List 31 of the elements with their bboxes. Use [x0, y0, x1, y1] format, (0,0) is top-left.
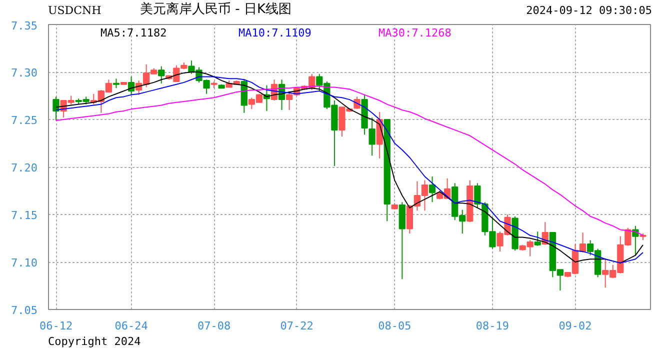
y-tick-label: 7.20 — [11, 162, 38, 174]
text: Copyright 2024 — [48, 334, 141, 350]
x-tick-label: 06-12 — [39, 320, 73, 332]
text: MA30:7.1268 — [378, 26, 452, 40]
y-tick-label: 7.25 — [11, 114, 38, 127]
x-tick-label: 06-24 — [114, 320, 148, 332]
candlestick — [632, 225, 639, 256]
candlestick — [368, 117, 376, 156]
y-tick-label: 7.30 — [11, 66, 38, 80]
candlestick — [428, 176, 436, 203]
candlestick — [112, 78, 120, 89]
text: MA10:7.1109 — [238, 26, 312, 40]
x-tick-label: 07-08 — [197, 320, 231, 332]
x-tick-label: 07-22 — [280, 320, 314, 332]
text: MA5:7.1182 — [100, 26, 167, 40]
y-tick-label: 7.15 — [11, 209, 38, 222]
text: 2024-09-12 09:30:05 — [526, 3, 652, 19]
candlestick — [406, 204, 414, 234]
candlestick — [534, 231, 541, 246]
candlestick — [158, 66, 165, 84]
y-tick-label: 7.35 — [11, 20, 38, 32]
y-tick-label: 7.10 — [11, 256, 38, 270]
candlestick — [398, 202, 406, 280]
x-tick-label: 08-05 — [378, 320, 412, 332]
candlestick — [240, 79, 248, 114]
text: USDCNH — [48, 3, 102, 19]
x-tick-label: 09-02 — [558, 320, 592, 332]
chart-title: 美元离岸人民币 - 日K线图 — [140, 1, 292, 19]
y-tick-label: 7.05 — [11, 304, 38, 317]
candlestick — [52, 96, 60, 121]
x-tick-label: 08-19 — [476, 320, 510, 332]
